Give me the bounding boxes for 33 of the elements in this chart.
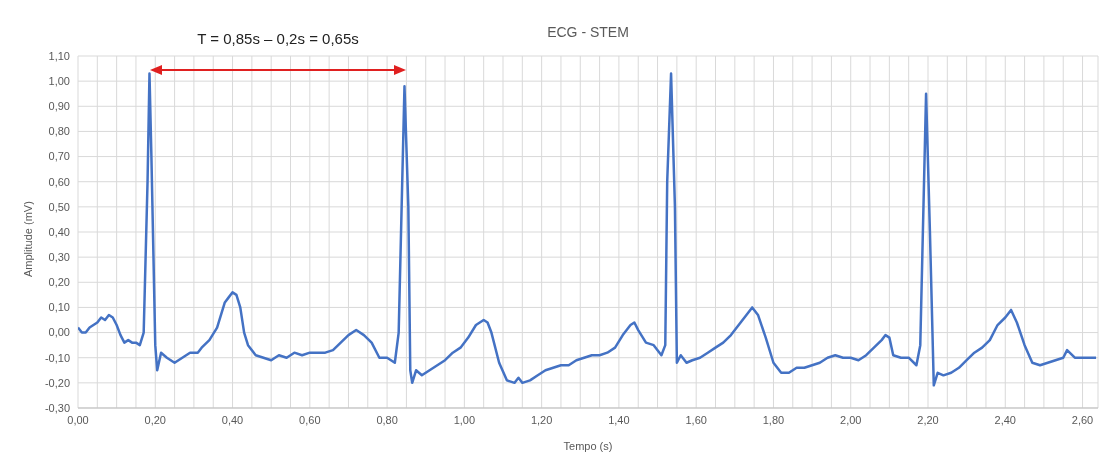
x-tick-label: 0,40: [221, 413, 244, 426]
x-tick-label: 1,00: [453, 413, 476, 426]
x-tick-label: 1,20: [530, 413, 553, 426]
x-tick-label: 1,40: [608, 413, 630, 426]
y-axis-title: Amplitude (mV): [21, 201, 34, 277]
y-tick-label: 0,90: [48, 100, 70, 113]
x-tick-label: 2,40: [994, 413, 1016, 426]
x-tick-label: 1,60: [685, 413, 707, 426]
y-tick-label: 1,00: [48, 75, 70, 88]
y-tick-label: 1,10: [48, 49, 70, 62]
x-tick-label: 0,00: [67, 413, 89, 426]
x-axis-title: Tempo (s): [563, 440, 613, 452]
y-tick-label: 0,50: [48, 200, 70, 213]
x-tick-label: 2,60: [1071, 413, 1094, 426]
y-tick-label: 0,70: [48, 150, 70, 163]
x-tick-label: 0,80: [376, 413, 398, 426]
x-tick-label: 2,00: [840, 413, 862, 426]
y-tick-label: 0,80: [48, 125, 70, 138]
y-tick-label: 0,00: [48, 326, 70, 339]
y-tick-label: 0,20: [48, 276, 70, 289]
chart-title: ECG - STEM: [546, 24, 630, 40]
x-tick-label: 1,80: [762, 413, 785, 426]
y-tick-label: 0,30: [48, 251, 70, 264]
y-tick-label: 0,60: [48, 175, 70, 188]
x-tick-label: 0,60: [299, 413, 321, 426]
x-tick-label: 0,20: [144, 413, 166, 426]
y-tick-label: -0,10: [44, 351, 70, 364]
y-tick-label: 0,40: [48, 225, 70, 238]
y-tick-label: -0,20: [44, 376, 70, 389]
x-tick-label: 2,20: [917, 413, 939, 426]
y-tick-label: 0,10: [48, 301, 70, 314]
y-tick-label: -0,30: [44, 401, 70, 414]
text: T = 0,85s – 0,2s = 0,65s: [196, 30, 360, 47]
